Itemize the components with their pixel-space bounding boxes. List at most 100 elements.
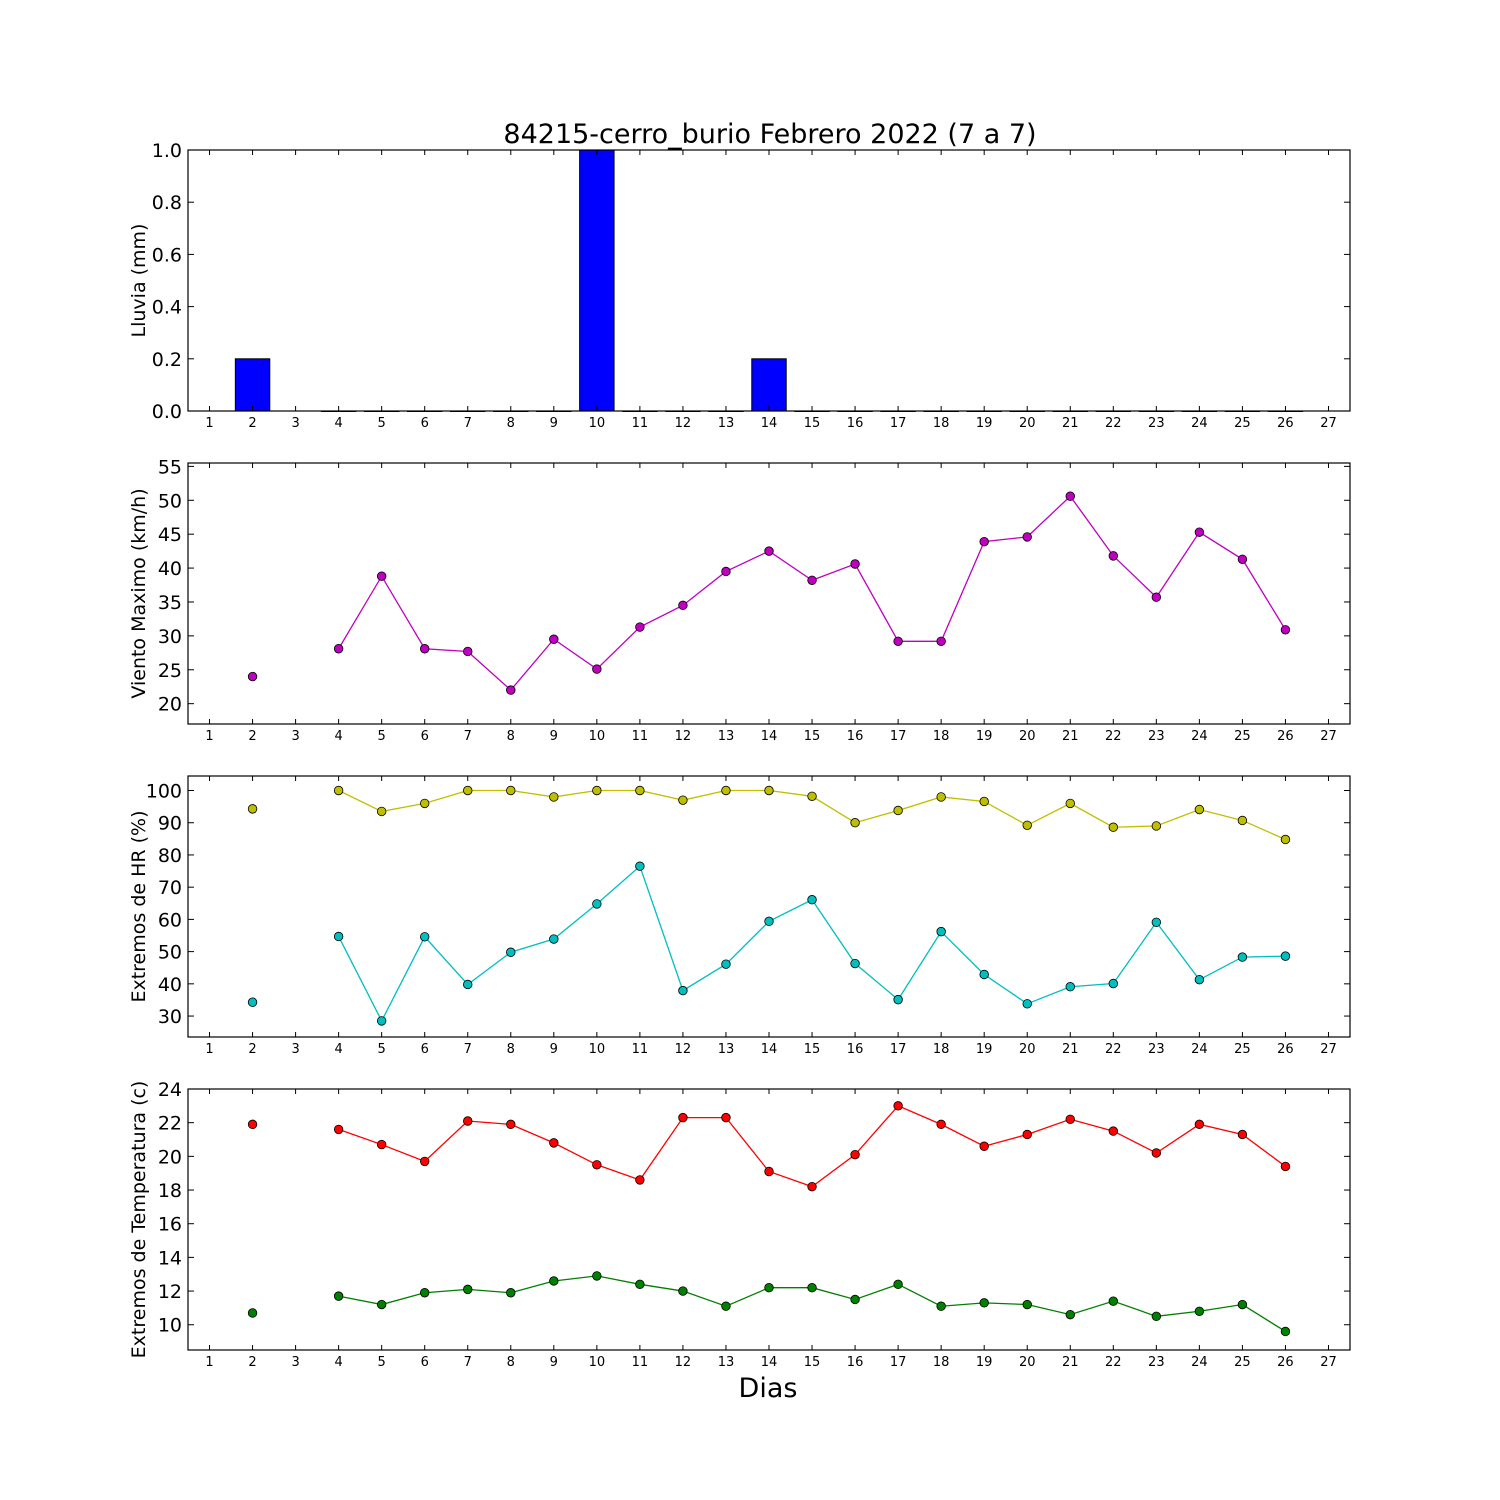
series-2-point-day-25 [1237, 1299, 1248, 1310]
series-1-point-day-5 [376, 806, 387, 817]
x-tick-label: 24 [1191, 729, 1208, 744]
y-tick-label: 30 [158, 1006, 182, 1028]
x-tick-label: 19 [976, 1042, 993, 1057]
x-tick-label: 2 [248, 1042, 256, 1057]
x-tick-label: 9 [550, 416, 558, 431]
series-1-point-day-13 [721, 785, 731, 796]
y-tick-label: 45 [158, 524, 182, 546]
series-1-point-day-14 [764, 785, 774, 796]
x-tick-label: 4 [334, 729, 342, 744]
series-1-point-day-4 [333, 785, 344, 796]
series-1-point-day-23 [1151, 1148, 1162, 1158]
x-tick-label: 21 [1062, 416, 1079, 431]
x-tick-label: 17 [890, 1042, 907, 1057]
series-2-point-day-22 [1108, 1296, 1118, 1306]
series-1-point-day-14 [764, 1166, 774, 1177]
x-tick-label: 21 [1062, 1355, 1079, 1370]
x-tick-label: 25 [1234, 729, 1251, 744]
x-tick-label: 25 [1234, 1355, 1251, 1370]
series-2-point-day-13 [721, 959, 731, 969]
series-1-point-day-20 [1022, 1129, 1032, 1140]
series-1-point-day-7 [463, 785, 473, 796]
x-tick-label: 25 [1234, 1042, 1251, 1057]
x-tick-label: 11 [632, 729, 649, 744]
series-1-point-day-24 [1194, 804, 1205, 815]
y-tick-label: 100 [146, 781, 182, 803]
x-tick-label: 19 [976, 729, 993, 744]
series-1-point-day-12 [678, 1112, 688, 1123]
series-1-point-day-25 [1237, 1129, 1248, 1140]
series-1-point-day-5 [376, 571, 387, 581]
series-2-point-day-2 [247, 1308, 258, 1318]
x-tick-label: 21 [1062, 729, 1079, 744]
y-tick-label: 12 [158, 1281, 182, 1303]
y-tick-label: 14 [158, 1247, 182, 1269]
series-1-point-day-6 [420, 644, 430, 654]
series-2-point-day-21 [1065, 1309, 1075, 1320]
x-tick-label: 8 [507, 1042, 515, 1057]
series-1-point-day-12 [678, 795, 688, 805]
series-2-point-day-5 [376, 1016, 387, 1026]
series-1-point-day-7 [463, 646, 473, 657]
series-2-point-day-20 [1022, 1299, 1032, 1310]
x-tick-label: 10 [589, 416, 606, 431]
series-1-point-day-9 [549, 634, 559, 644]
series-1-point-day-16 [850, 818, 860, 828]
y-tick-label: 50 [158, 942, 182, 964]
x-tick-label: 27 [1320, 416, 1337, 431]
series-2-point-day-23 [1151, 1311, 1162, 1322]
series-1-point-day-26 [1280, 625, 1291, 635]
y-tick-label: 0.8 [152, 192, 182, 214]
x-tick-label: 24 [1191, 1042, 1208, 1057]
x-tick-label: 24 [1191, 416, 1208, 431]
x-tick-label: 2 [248, 416, 256, 431]
x-tick-label: 4 [334, 1355, 342, 1370]
x-tick-label: 18 [933, 1355, 950, 1370]
series-1-point-day-26 [1280, 834, 1291, 845]
x-tick-label: 2 [248, 1355, 256, 1370]
x-tick-label: 13 [718, 416, 735, 431]
x-tick-label: 15 [804, 1042, 821, 1057]
y-tick-label: 20 [158, 1146, 182, 1168]
x-tick-label: 16 [847, 1355, 864, 1370]
series-2-point-day-8 [506, 1288, 516, 1298]
series-2-point-day-20 [1022, 999, 1032, 1009]
x-tick-label: 9 [550, 1355, 558, 1370]
y-tick-label: 16 [158, 1214, 182, 1236]
x-tick-label: 5 [378, 1355, 386, 1370]
series-1-point-day-21 [1065, 491, 1075, 501]
series-1-point-day-12 [678, 600, 688, 611]
x-tick-label: 14 [761, 1042, 778, 1057]
x-tick-label: 20 [1019, 729, 1036, 744]
series-2-point-day-25 [1237, 952, 1248, 962]
series-2-point-day-9 [549, 934, 559, 944]
series-1-point-day-19 [979, 536, 989, 547]
series-1-point-day-19 [979, 1141, 989, 1151]
x-tick-label: 14 [761, 729, 778, 744]
chart-title: 84215-cerro_burio Febrero 2022 (7 a 7) [503, 119, 1036, 150]
series-1-point-day-2 [247, 1119, 258, 1130]
x-tick-label: 17 [890, 416, 907, 431]
series-1-point-day-17 [893, 1101, 903, 1111]
x-tick-label: 1 [205, 1042, 213, 1057]
panel-1: 1 2 3 4 5 6 7 8 9 10 11 12 13 14 15 16 17 18 19 20 21 22 23 24 2… [128, 140, 1351, 431]
series-1-point-day-7 [463, 1116, 473, 1126]
series-2-point-day-16 [850, 958, 860, 969]
x-tick-label: 25 [1234, 416, 1251, 431]
series-1-point-day-22 [1108, 1126, 1118, 1136]
x-tick-label: 16 [847, 416, 864, 431]
x-tick-label: 15 [804, 416, 821, 431]
x-tick-label: 5 [378, 1042, 386, 1057]
series-1-point-day-15 [807, 791, 817, 802]
series-1-point-day-11 [635, 785, 645, 796]
panels: 1 2 3 4 5 6 7 8 9 10 11 12 13 14 15 16 17 18 19 20 21 22 23 24 2… [128, 140, 1351, 1370]
x-tick-label: 23 [1148, 1355, 1165, 1370]
y-tick-label: 1.0 [152, 140, 182, 162]
x-tick-label: 9 [550, 1042, 558, 1057]
x-tick-label: 8 [507, 729, 515, 744]
series-1-point-day-25 [1237, 554, 1248, 564]
x-tick-label: 1 [205, 1355, 213, 1370]
series-1-point-day-21 [1065, 1114, 1075, 1125]
y-tick-label: 80 [158, 845, 182, 867]
